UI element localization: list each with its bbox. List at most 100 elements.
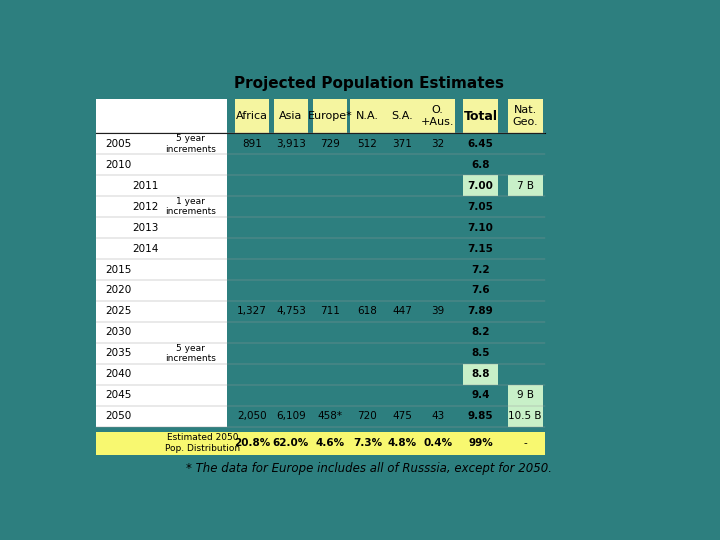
Text: 7.10: 7.10 — [468, 222, 493, 233]
Bar — [350, 384, 384, 406]
Bar — [235, 99, 269, 133]
Bar — [350, 133, 384, 154]
Bar — [274, 322, 308, 343]
Bar — [385, 384, 420, 406]
Bar — [420, 238, 455, 259]
Bar — [96, 217, 227, 238]
Bar — [96, 154, 227, 176]
Bar — [385, 133, 420, 154]
Text: 711: 711 — [320, 306, 340, 316]
Bar — [312, 196, 347, 217]
Bar — [463, 364, 498, 384]
Text: 99%: 99% — [468, 438, 493, 448]
Bar — [463, 196, 498, 217]
Text: * The data for Europe includes all of Russsia, except for 2050.: * The data for Europe includes all of Ru… — [186, 462, 552, 475]
Bar — [420, 364, 455, 384]
Text: 7.89: 7.89 — [468, 306, 493, 316]
Bar — [96, 176, 227, 196]
Bar — [385, 99, 420, 133]
Bar — [420, 322, 455, 343]
Bar — [385, 280, 420, 301]
Bar — [235, 280, 269, 301]
Bar — [508, 384, 543, 406]
Bar — [350, 217, 384, 238]
Bar — [420, 259, 455, 280]
Bar — [508, 259, 543, 280]
Bar — [508, 238, 543, 259]
Text: 8.5: 8.5 — [472, 348, 490, 358]
Bar — [508, 99, 543, 133]
Text: 7.00: 7.00 — [468, 181, 493, 191]
Bar — [385, 154, 420, 176]
Text: 6.8: 6.8 — [472, 160, 490, 170]
Text: 9 B: 9 B — [517, 390, 534, 400]
Text: 9.4: 9.4 — [472, 390, 490, 400]
Bar — [96, 322, 227, 343]
Text: 3,913: 3,913 — [276, 139, 306, 149]
Text: 447: 447 — [392, 306, 413, 316]
Text: 2014: 2014 — [132, 244, 158, 254]
Text: 62.0%: 62.0% — [273, 438, 309, 448]
Bar — [508, 176, 543, 196]
Bar — [235, 343, 269, 364]
Bar — [312, 176, 347, 196]
Bar — [463, 384, 498, 406]
Bar — [385, 343, 420, 364]
Bar — [235, 196, 269, 217]
Bar — [274, 99, 308, 133]
Bar — [350, 154, 384, 176]
Text: 371: 371 — [392, 139, 413, 149]
Bar — [463, 176, 498, 196]
Bar — [385, 301, 420, 322]
Text: 2035: 2035 — [106, 348, 132, 358]
Text: 7.6: 7.6 — [472, 286, 490, 295]
Bar — [385, 196, 420, 217]
Bar — [235, 406, 269, 427]
Bar — [420, 176, 455, 196]
Bar — [274, 343, 308, 364]
Text: 39: 39 — [431, 306, 444, 316]
Bar — [274, 238, 308, 259]
Bar — [463, 322, 498, 343]
Bar — [508, 406, 543, 427]
Bar — [235, 176, 269, 196]
Bar — [385, 322, 420, 343]
Bar — [235, 133, 269, 154]
Bar — [385, 176, 420, 196]
Text: 1 year
increments: 1 year increments — [166, 197, 216, 217]
Bar — [235, 301, 269, 322]
Bar — [350, 364, 384, 384]
Bar — [385, 364, 420, 384]
Text: 4.6%: 4.6% — [315, 438, 344, 448]
Bar — [312, 154, 347, 176]
Bar — [420, 133, 455, 154]
Bar — [463, 238, 498, 259]
Bar — [385, 406, 420, 427]
Text: 2030: 2030 — [106, 327, 132, 338]
Text: 2050: 2050 — [106, 411, 132, 421]
Bar — [350, 196, 384, 217]
Bar — [508, 406, 543, 427]
Text: N.A.: N.A. — [356, 111, 379, 121]
Bar — [463, 406, 498, 427]
Text: 6,109: 6,109 — [276, 411, 306, 421]
Bar — [420, 99, 455, 133]
Text: 4.8%: 4.8% — [388, 438, 417, 448]
Text: 9.85: 9.85 — [468, 411, 493, 421]
Bar — [312, 99, 347, 133]
Text: 2011: 2011 — [132, 181, 158, 191]
Bar — [350, 238, 384, 259]
Text: 2012: 2012 — [132, 202, 158, 212]
Text: Europe*: Europe* — [307, 111, 352, 121]
Text: 512: 512 — [357, 139, 377, 149]
Text: Estimated 2050
Pop. Distribution: Estimated 2050 Pop. Distribution — [166, 434, 240, 453]
Text: 2045: 2045 — [106, 390, 132, 400]
Text: Total: Total — [464, 110, 498, 123]
Bar — [508, 364, 543, 384]
Text: Africa: Africa — [236, 111, 268, 121]
Bar — [508, 133, 543, 154]
Bar — [385, 259, 420, 280]
Bar — [96, 259, 227, 280]
Text: 0.4%: 0.4% — [423, 438, 452, 448]
Bar — [312, 133, 347, 154]
